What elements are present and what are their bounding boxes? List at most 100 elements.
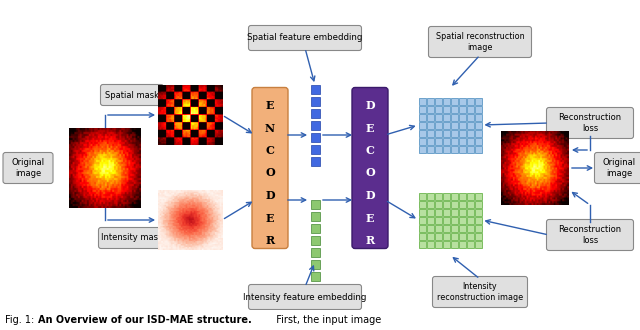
Bar	[419, 106, 426, 113]
Bar	[458, 233, 465, 240]
Bar	[310, 236, 319, 245]
Bar	[435, 216, 442, 223]
FancyBboxPatch shape	[595, 152, 640, 183]
Bar	[310, 224, 319, 233]
Bar	[442, 209, 449, 215]
Bar	[442, 233, 449, 240]
Bar	[419, 192, 426, 200]
Bar	[426, 138, 433, 145]
Bar	[310, 133, 319, 142]
Text: D: D	[365, 190, 375, 201]
Text: Fig. 1:: Fig. 1:	[5, 315, 37, 325]
Bar	[458, 192, 465, 200]
Bar	[467, 192, 474, 200]
Bar	[310, 145, 319, 154]
Bar	[426, 209, 433, 215]
Text: N: N	[265, 122, 275, 134]
Text: First, the input image: First, the input image	[270, 315, 381, 325]
Bar	[442, 114, 449, 120]
Bar	[435, 209, 442, 215]
Bar	[467, 201, 474, 208]
Bar	[458, 97, 465, 105]
Bar	[474, 224, 481, 232]
Bar	[474, 114, 481, 120]
Bar	[419, 97, 426, 105]
Bar	[474, 201, 481, 208]
Bar	[419, 233, 426, 240]
FancyBboxPatch shape	[99, 227, 166, 248]
Bar	[467, 106, 474, 113]
Bar	[474, 216, 481, 223]
Bar	[435, 233, 442, 240]
Text: E: E	[266, 213, 275, 223]
Bar	[442, 241, 449, 248]
Bar	[442, 129, 449, 137]
Bar	[467, 209, 474, 215]
Bar	[467, 241, 474, 248]
Text: Spatial mask: Spatial mask	[105, 90, 159, 100]
Text: D: D	[365, 100, 375, 111]
Bar	[442, 106, 449, 113]
Bar	[474, 209, 481, 215]
Bar	[442, 192, 449, 200]
Bar	[419, 138, 426, 145]
FancyBboxPatch shape	[248, 284, 362, 310]
Bar	[458, 114, 465, 120]
Text: O: O	[365, 168, 375, 179]
Bar	[426, 233, 433, 240]
FancyBboxPatch shape	[547, 108, 634, 139]
Bar	[426, 106, 433, 113]
Text: C: C	[266, 145, 275, 156]
Bar	[451, 233, 458, 240]
Bar	[467, 138, 474, 145]
Bar	[442, 138, 449, 145]
FancyBboxPatch shape	[100, 84, 163, 106]
Bar	[419, 209, 426, 215]
Bar	[451, 97, 458, 105]
Text: E: E	[365, 213, 374, 223]
Bar	[419, 216, 426, 223]
Bar	[310, 157, 319, 166]
Text: E: E	[266, 100, 275, 111]
Bar	[474, 146, 481, 152]
Bar	[451, 106, 458, 113]
Bar	[310, 272, 319, 281]
Text: Original
image: Original image	[12, 158, 45, 178]
Bar	[474, 233, 481, 240]
Bar	[467, 233, 474, 240]
Bar	[435, 97, 442, 105]
Bar	[310, 260, 319, 269]
Bar	[442, 97, 449, 105]
Text: O: O	[265, 168, 275, 179]
Bar	[442, 224, 449, 232]
FancyBboxPatch shape	[547, 219, 634, 250]
Bar	[435, 138, 442, 145]
Bar	[467, 216, 474, 223]
Bar	[467, 121, 474, 128]
FancyBboxPatch shape	[252, 87, 288, 248]
Bar	[426, 192, 433, 200]
Bar	[435, 201, 442, 208]
Bar	[426, 129, 433, 137]
Bar	[442, 146, 449, 152]
Bar	[435, 224, 442, 232]
Text: Intensity feature embedding: Intensity feature embedding	[243, 292, 367, 302]
Bar	[458, 129, 465, 137]
Bar	[435, 114, 442, 120]
Bar	[467, 114, 474, 120]
Text: An Overview of our ISD-MAE structure.: An Overview of our ISD-MAE structure.	[38, 315, 252, 325]
Bar	[458, 216, 465, 223]
Bar	[419, 241, 426, 248]
Bar	[419, 114, 426, 120]
FancyBboxPatch shape	[433, 277, 527, 308]
Bar	[310, 85, 319, 94]
FancyBboxPatch shape	[3, 152, 53, 183]
Bar	[435, 121, 442, 128]
Text: Original
image: Original image	[602, 158, 636, 178]
Bar	[474, 97, 481, 105]
Bar	[451, 192, 458, 200]
Bar	[474, 106, 481, 113]
Bar	[419, 121, 426, 128]
Bar	[458, 241, 465, 248]
Bar	[426, 114, 433, 120]
